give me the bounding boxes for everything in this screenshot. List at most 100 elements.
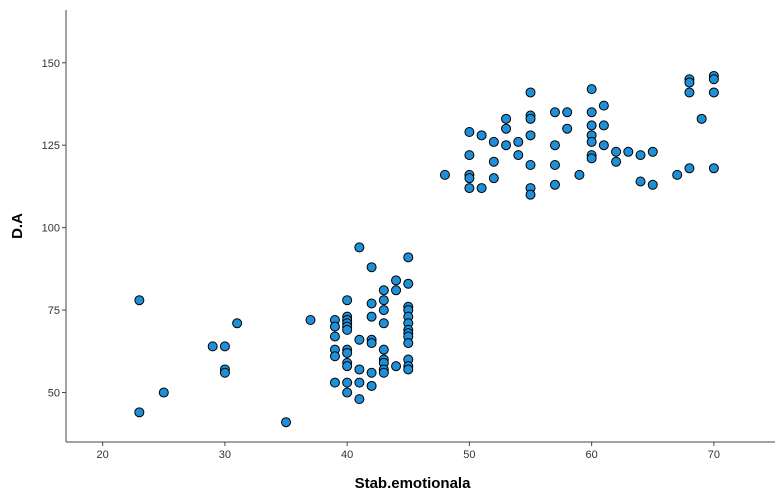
data-point — [635, 150, 646, 161]
data-point — [219, 341, 230, 352]
data-point — [281, 417, 292, 428]
data-point — [501, 123, 512, 134]
data-point — [391, 275, 402, 286]
x-axis-ticks: 20 30 40 50 60 70 — [97, 442, 720, 461]
data-point — [464, 150, 475, 161]
data-point — [439, 169, 450, 180]
data-point — [342, 361, 353, 372]
data-point — [708, 87, 719, 98]
y-tick-label: 150 — [42, 58, 60, 70]
y-tick-label: 100 — [42, 223, 60, 235]
data-point — [598, 100, 609, 111]
data-point — [329, 321, 340, 332]
data-point — [134, 295, 145, 306]
data-point — [562, 123, 573, 134]
data-point — [501, 113, 512, 124]
data-point — [611, 146, 622, 157]
data-point — [708, 163, 719, 174]
data-point — [378, 285, 389, 296]
data-point — [647, 179, 658, 190]
data-points — [134, 70, 719, 428]
data-point — [586, 136, 597, 147]
data-point — [549, 179, 560, 190]
y-tick-label: 50 — [48, 388, 60, 400]
y-axis-ticks: 50 75 100 125 150 — [42, 58, 66, 400]
data-point — [708, 74, 719, 85]
data-point — [403, 338, 414, 349]
data-point — [684, 163, 695, 174]
data-point — [366, 338, 377, 349]
data-point — [158, 387, 169, 398]
data-point — [342, 324, 353, 335]
data-point — [378, 318, 389, 329]
data-point — [549, 159, 560, 170]
data-point — [488, 136, 499, 147]
data-point — [476, 130, 487, 141]
data-point — [476, 183, 487, 194]
data-point — [354, 334, 365, 345]
data-point — [342, 295, 353, 306]
data-point — [366, 262, 377, 273]
data-point — [219, 367, 230, 378]
data-point — [342, 347, 353, 358]
data-point — [464, 127, 475, 138]
data-point — [586, 120, 597, 131]
data-point — [354, 242, 365, 253]
data-point — [562, 107, 573, 118]
data-point — [403, 278, 414, 289]
data-point — [464, 173, 475, 184]
data-point — [378, 367, 389, 378]
y-tick-label: 125 — [42, 140, 60, 152]
data-point — [672, 169, 683, 180]
data-point — [329, 377, 340, 388]
data-point — [635, 176, 646, 187]
data-point — [525, 130, 536, 141]
data-point — [513, 136, 524, 147]
data-point — [623, 146, 634, 157]
data-point — [525, 189, 536, 200]
x-tick-label: 70 — [708, 449, 720, 461]
data-point — [549, 107, 560, 118]
x-axis-title: Stab.emotionala — [355, 475, 472, 492]
data-point — [684, 87, 695, 98]
data-point — [488, 156, 499, 167]
data-point — [354, 377, 365, 388]
data-point — [378, 295, 389, 306]
data-point — [647, 146, 658, 157]
data-point — [305, 314, 316, 325]
data-point — [488, 173, 499, 184]
data-point — [464, 183, 475, 194]
data-point — [391, 361, 402, 372]
y-tick-label: 75 — [48, 305, 60, 317]
data-point — [342, 387, 353, 398]
data-point — [366, 298, 377, 309]
data-point — [525, 87, 536, 98]
data-point — [403, 252, 414, 263]
data-point — [378, 305, 389, 316]
data-point — [232, 318, 243, 329]
data-point — [525, 113, 536, 124]
data-point — [513, 150, 524, 161]
data-point — [598, 120, 609, 131]
data-point — [354, 364, 365, 375]
data-point — [586, 153, 597, 164]
y-axis-title: D.A — [9, 213, 26, 239]
data-point — [525, 159, 536, 170]
data-point — [329, 331, 340, 342]
x-tick-label: 50 — [463, 449, 475, 461]
data-point — [391, 285, 402, 296]
data-point — [329, 351, 340, 362]
data-point — [342, 377, 353, 388]
data-point — [378, 344, 389, 355]
data-point — [598, 140, 609, 151]
data-point — [696, 113, 707, 124]
data-point — [574, 169, 585, 180]
x-tick-label: 30 — [219, 449, 231, 461]
data-point — [366, 367, 377, 378]
data-point — [549, 140, 560, 151]
data-point — [611, 156, 622, 167]
x-tick-label: 20 — [97, 449, 109, 461]
data-point — [586, 107, 597, 118]
x-tick-label: 60 — [586, 449, 598, 461]
